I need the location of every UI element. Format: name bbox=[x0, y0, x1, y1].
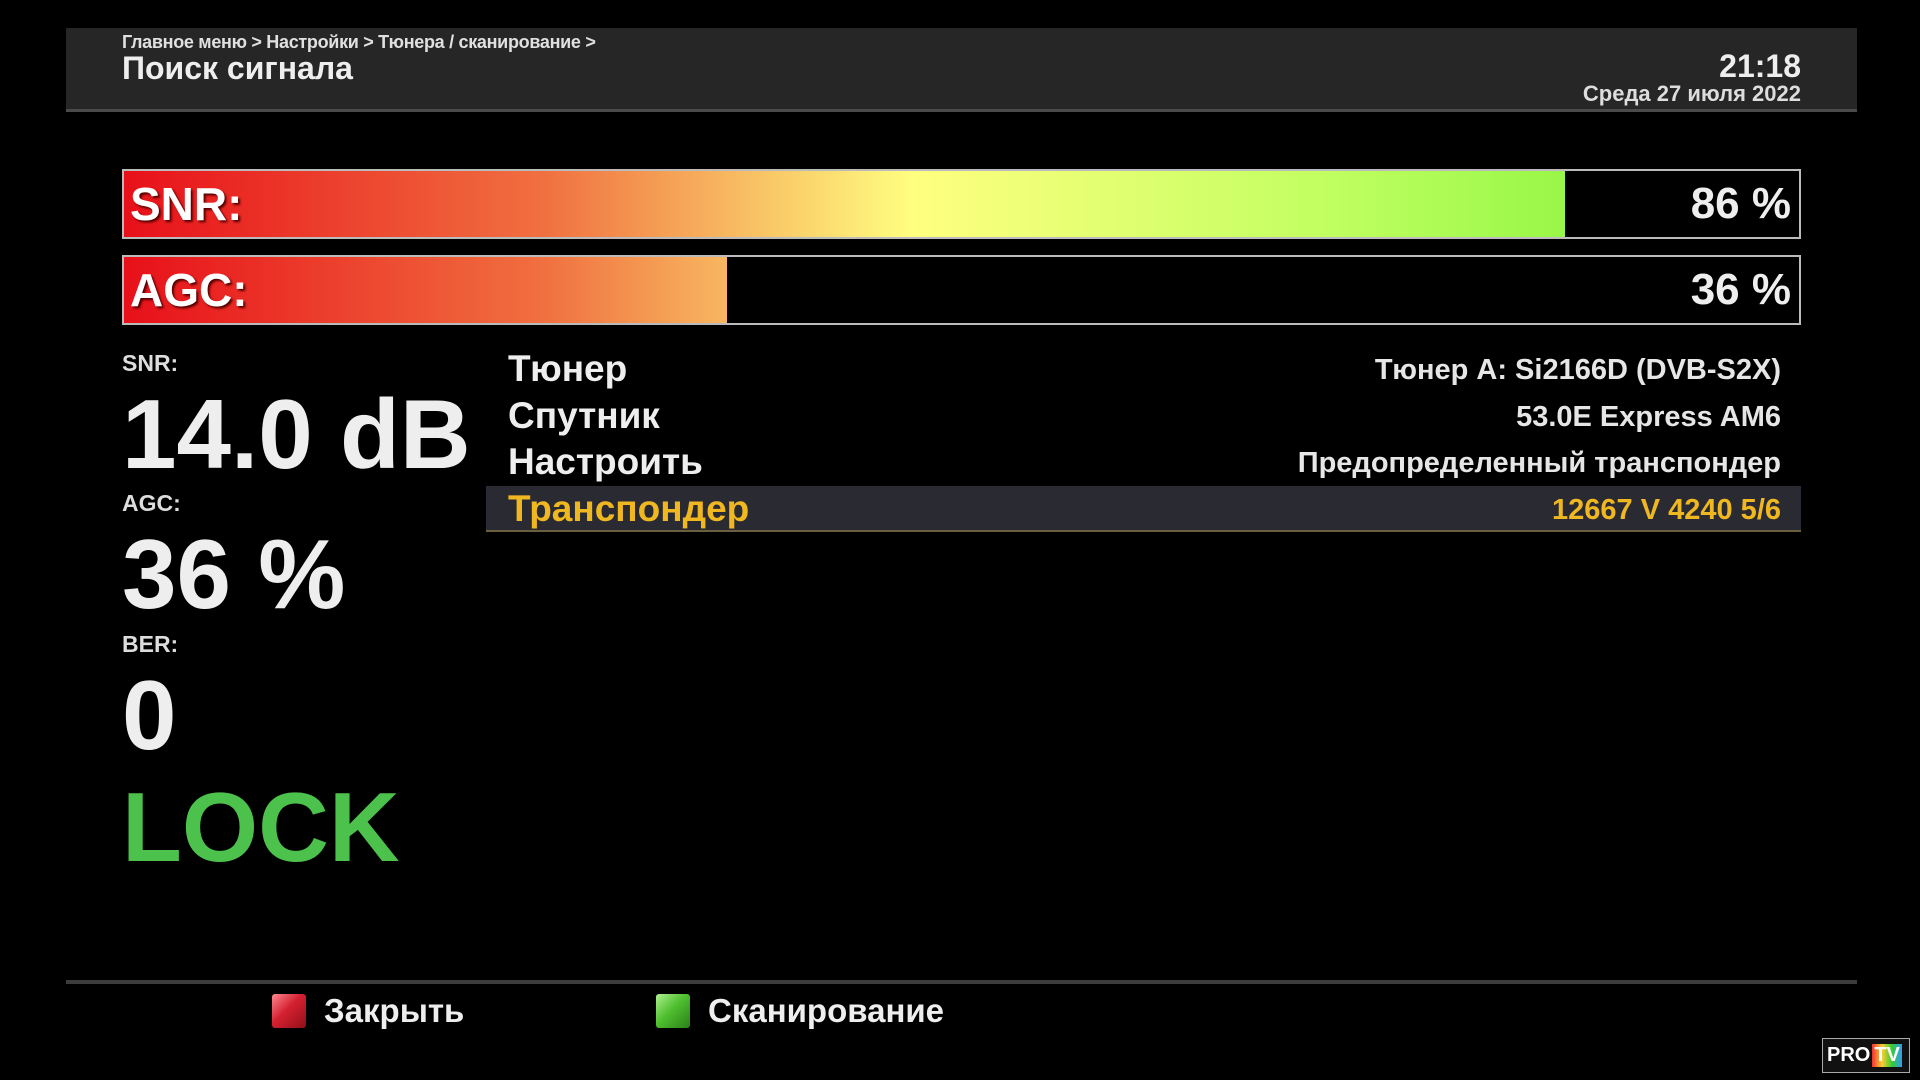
snr-bar-label: SNR: bbox=[130, 178, 243, 230]
setting-value: Тюнер A: Si2166D (DVB-S2X) bbox=[1374, 354, 1781, 386]
setting-label: Настроить bbox=[508, 441, 703, 482]
snr-bar: SNR: 86 % bbox=[122, 169, 1801, 239]
red-key-icon bbox=[272, 994, 306, 1028]
agc-bar-value: 36 % bbox=[1690, 265, 1791, 314]
setting-label: Транспондер bbox=[508, 488, 750, 529]
clock-time: 21:18 bbox=[1719, 48, 1801, 84]
agc-bar-label: AGC: bbox=[130, 264, 248, 316]
green-key-icon bbox=[656, 994, 690, 1028]
footer-divider bbox=[66, 980, 1857, 984]
clock-date: Среда 27 июля 2022 bbox=[1582, 81, 1801, 106]
agc-bar-fill bbox=[124, 257, 727, 323]
setting-value: 12667 V 4240 5/6 bbox=[1552, 494, 1781, 526]
ber-value: 0 bbox=[122, 660, 177, 770]
setting-row-transponder[interactable]: Транспондер 12667 V 4240 5/6 bbox=[486, 486, 1801, 532]
scan-label: Сканирование bbox=[708, 992, 945, 1029]
close-label: Закрыть bbox=[324, 992, 465, 1029]
agc-value: 36 % bbox=[122, 519, 346, 629]
logo-tv: TV bbox=[1872, 1044, 1902, 1067]
setting-label: Тюнер bbox=[508, 348, 628, 389]
breadcrumb: Главное меню > Настройки > Тюнера / скан… bbox=[122, 32, 596, 52]
setting-value: Предопределенный транспондер bbox=[1297, 447, 1781, 479]
header-bar: Главное меню > Настройки > Тюнера / скан… bbox=[66, 28, 1857, 112]
agc-bar: AGC: 36 % bbox=[122, 255, 1801, 325]
setting-row-tuner[interactable]: Тюнер Тюнер A: Si2166D (DVB-S2X) bbox=[486, 346, 1801, 392]
logo-text: PRO bbox=[1827, 1044, 1871, 1066]
snr-label: SNR: bbox=[122, 350, 179, 376]
snr-value: 14.0 dB bbox=[122, 379, 471, 489]
page-title: Поиск сигнала bbox=[122, 50, 353, 86]
lock-status: LOCK bbox=[122, 772, 400, 882]
scan-button[interactable]: Сканирование bbox=[656, 992, 944, 1030]
setting-row-satellite[interactable]: Спутник 53.0E Express AM6 bbox=[486, 393, 1801, 439]
close-button[interactable]: Закрыть bbox=[272, 992, 464, 1030]
setting-label: Спутник bbox=[508, 395, 660, 436]
watermark-logo: PRO TV bbox=[1822, 1038, 1910, 1073]
setting-row-setup[interactable]: Настроить Предопределенный транспондер bbox=[486, 439, 1801, 485]
agc-label: AGC: bbox=[122, 490, 181, 516]
snr-bar-value: 86 % bbox=[1690, 179, 1791, 228]
snr-bar-fill bbox=[124, 171, 1565, 237]
setting-value: 53.0E Express AM6 bbox=[1516, 401, 1781, 433]
ber-label: BER: bbox=[122, 631, 179, 657]
